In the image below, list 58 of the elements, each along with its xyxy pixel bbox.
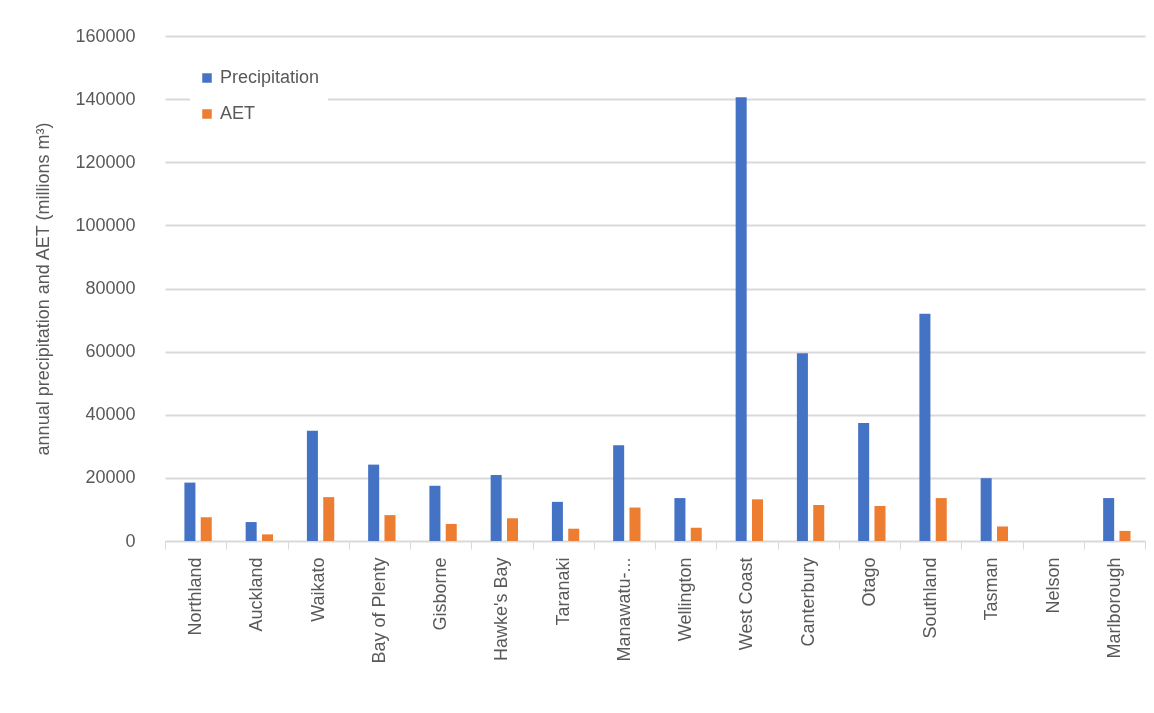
bar (368, 464, 380, 541)
x-tick-label: Manawatu-... (613, 557, 634, 662)
bar (323, 497, 335, 541)
bar (506, 518, 518, 541)
x-tick-label: Hawke's Bay (491, 557, 512, 661)
x-tick-label: Southland (920, 557, 941, 639)
bar (200, 517, 212, 541)
x-tick-label: Waikato (307, 557, 328, 622)
bar (690, 527, 702, 541)
bar (935, 498, 947, 541)
y-tick-label: 120000 (75, 151, 136, 172)
bar (919, 313, 931, 541)
bar (306, 430, 318, 541)
x-tick-label: Otago (858, 557, 879, 607)
y-tick-label: 60000 (85, 341, 136, 362)
legend-label: AET (220, 103, 256, 123)
y-axis-title: annual precipitation and AET (millions m³) (33, 122, 54, 456)
y-tick-label: 0 (125, 530, 136, 551)
bar (261, 534, 273, 541)
legend-label: Precipitation (220, 67, 320, 87)
bar (735, 97, 747, 541)
x-tick-label: Canterbury (797, 557, 818, 647)
x-tick-label: Gisborne (430, 557, 451, 631)
x-tick-label: Marlborough (1103, 557, 1124, 659)
x-tick-label: Bay of Plenty (368, 557, 389, 664)
y-tick-label: 160000 (75, 25, 136, 46)
y-tick-label: 20000 (85, 467, 136, 488)
bar (184, 482, 196, 541)
bar (874, 505, 886, 541)
bar (1119, 530, 1131, 541)
bar (629, 507, 641, 541)
bar (568, 528, 580, 541)
bar (858, 422, 870, 541)
x-tick-label: Tasman (981, 557, 1002, 621)
x-tick-label: Nelson (1042, 557, 1063, 614)
bar (796, 353, 808, 541)
bar (613, 445, 625, 541)
bar (980, 478, 992, 541)
bar (245, 522, 257, 541)
bar (996, 526, 1008, 541)
bar (751, 499, 763, 541)
y-tick-label: 140000 (75, 88, 136, 109)
x-tick-label: West Coast (736, 557, 757, 651)
bar (445, 523, 457, 541)
x-tick-label: Taranaki (552, 557, 573, 626)
y-tick-label: 40000 (85, 404, 136, 425)
x-tick-label: Auckland (246, 557, 267, 632)
bar (384, 515, 396, 541)
bar (813, 505, 825, 541)
bar (674, 498, 686, 541)
x-tick-label: Wellington (675, 557, 696, 642)
y-tick-label: 100000 (75, 214, 136, 235)
bar (551, 501, 563, 541)
bar (1103, 498, 1115, 541)
bar (490, 475, 502, 541)
x-tick-label: Northland (185, 557, 206, 636)
y-tick-label: 80000 (85, 278, 136, 298)
bar (429, 485, 441, 541)
